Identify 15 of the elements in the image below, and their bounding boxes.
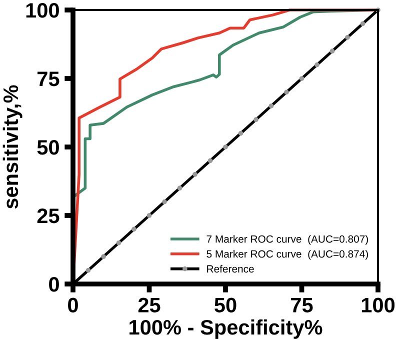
x-tick-label: 75 (291, 298, 313, 312)
legend-label: 5 Marker ROC curve (AUC=0.874) (206, 250, 368, 260)
y-tick-label: 75 (38, 72, 60, 86)
y-tick-label: 0 (49, 277, 59, 292)
x-tick-label: 25 (138, 298, 160, 312)
legend-label: Reference (207, 264, 254, 273)
x-tick-label: 0 (68, 298, 78, 312)
x-tick-label: 50 (214, 298, 236, 312)
y-axis-title: sensitivity,% (2, 85, 22, 209)
y-tick-label: 50 (37, 140, 59, 155)
x-axis-title: 100% - Specificity% (130, 319, 322, 339)
y-tick-label: 100 (26, 3, 59, 18)
y-tick-label: 25 (37, 208, 60, 224)
x-tick-label: 100 (362, 298, 395, 312)
legend-label: 7 Marker ROC curve (AUC=0.807) (206, 235, 368, 245)
